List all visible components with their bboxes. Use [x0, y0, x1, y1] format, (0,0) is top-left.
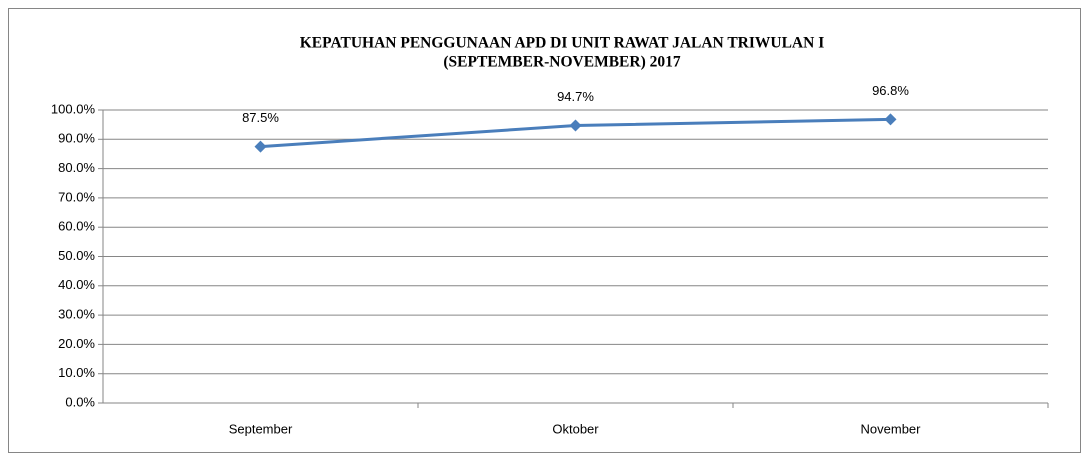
y-tick-label: 70.0%	[58, 189, 95, 204]
y-tick-label: 20.0%	[58, 336, 95, 351]
x-tick-label: Oktober	[552, 421, 599, 436]
y-tick-label: 40.0%	[58, 277, 95, 292]
chart-title: (SEPTEMBER-NOVEMBER) 2017	[443, 54, 680, 71]
marker	[569, 119, 582, 132]
y-tick-label: 60.0%	[58, 219, 95, 234]
data-label: 96.8%	[872, 83, 909, 98]
y-tick-label: 30.0%	[58, 307, 95, 322]
x-tick-label: November	[861, 421, 922, 436]
marker	[884, 113, 897, 126]
y-tick-label: 10.0%	[58, 365, 95, 380]
y-tick-label: 100.0%	[51, 101, 96, 116]
y-tick-label: 0.0%	[65, 394, 95, 409]
marker	[254, 140, 267, 153]
y-tick-label: 80.0%	[58, 160, 95, 175]
data-label: 94.7%	[557, 89, 594, 104]
y-tick-label: 90.0%	[58, 131, 95, 146]
y-tick-label: 50.0%	[58, 248, 95, 263]
chart-title: KEPATUHAN PENGGUNAAN APD DI UNIT RAWAT J…	[300, 35, 824, 52]
chart-border	[8, 8, 1081, 453]
data-label: 87.5%	[242, 110, 279, 125]
x-tick-label: September	[229, 421, 293, 436]
